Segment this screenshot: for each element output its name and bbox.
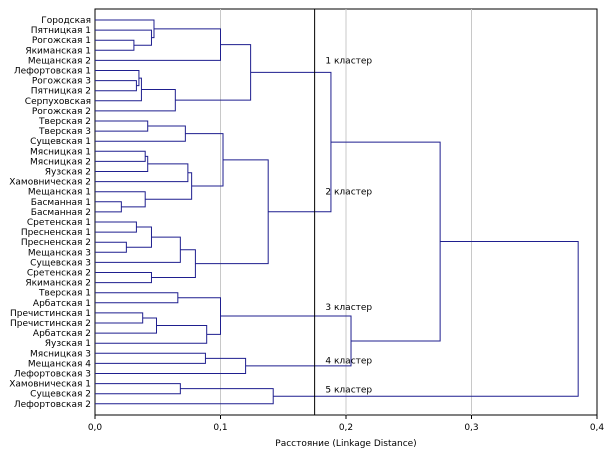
leaf-label: Арбатская 2	[33, 329, 91, 339]
leaf-label: Мещанская 3	[28, 248, 91, 258]
leaf-label: Пречистинская 2	[10, 319, 91, 329]
leaf-label: Пресненская 2	[21, 238, 91, 248]
cluster-label: 2 кластер	[325, 188, 372, 198]
leaf-label: Сущевская 1	[30, 137, 91, 147]
leaf-label: Мясницкая 2	[30, 157, 91, 167]
x-tick-label: 0,4	[590, 423, 605, 433]
leaf-label: Лефортовская 3	[14, 370, 91, 380]
leaf-label: Яузская 1	[45, 339, 91, 349]
leaf-label: Рогожская 1	[32, 36, 91, 46]
cluster-label: 5 кластер	[325, 386, 372, 396]
leaf-label: Пресненская 1	[21, 228, 91, 238]
leaf-label: Яузская 2	[45, 168, 91, 178]
leaf-label: Серпуховская	[25, 97, 91, 107]
cluster-label: 1 кластер	[325, 56, 372, 66]
x-tick-label: 0,1	[213, 423, 227, 433]
leaf-label: Сущевская 2	[30, 390, 91, 400]
leaf-label: Лефортовская 1	[14, 67, 91, 77]
leaf-label: Мясницкая 1	[30, 147, 91, 157]
leaf-label: Мясницкая 3	[30, 349, 91, 359]
leaf-label: Пятницкая 2	[31, 87, 91, 97]
dendrogram-link	[273, 241, 579, 397]
leaf-label: Хамовническая 1	[9, 380, 91, 390]
leaf-label: Лефортовская 2	[14, 400, 91, 410]
leaf-label: Рогожская 3	[32, 77, 91, 87]
leaf-label: Сретенская 2	[27, 269, 91, 279]
x-tick-label: 0,0	[88, 423, 103, 433]
x-tick-label: 0,2	[339, 423, 353, 433]
leaf-label: Тверская 1	[38, 289, 91, 299]
leaf-label: Басманная 2	[31, 208, 91, 218]
leaf-label: Мещанская 1	[28, 188, 91, 198]
leaf-label: Якиманская 2	[25, 279, 91, 289]
leaf-label: Арбатская 1	[33, 299, 91, 309]
leaf-label: Мещанская 4	[28, 359, 91, 369]
leaf-label: Пятницкая 1	[31, 26, 91, 36]
leaf-label: Тверская 3	[38, 127, 91, 137]
leaf-label: Сущевская 3	[30, 258, 91, 268]
leaf-label: Сретенская 1	[27, 218, 91, 228]
leaf-label: Мещанская 2	[28, 56, 91, 66]
cluster-label: 3 кластер	[325, 303, 372, 313]
leaf-label: Пречистинская 1	[10, 309, 91, 319]
x-axis-title: Расстояние (Linkage Distance)	[275, 439, 416, 449]
cluster-label: 4 кластер	[325, 356, 372, 366]
leaf-label: Рогожская 2	[32, 107, 91, 117]
grid-lines	[220, 9, 472, 415]
leaf-label: Якиманская 1	[25, 46, 91, 56]
leaf-label: Хамовническая 2	[9, 178, 91, 188]
dendrogram-tree	[95, 19, 579, 405]
leaf-label: Тверская 2	[38, 117, 91, 127]
leaf-label: Басманная 1	[31, 198, 91, 208]
cluster-annotations: 1 кластер 2 кластер 3 кластер 4 кластер 5 кл…	[325, 56, 372, 395]
leaf-label: Городская	[41, 16, 91, 26]
x-tick-label: 0,3	[464, 423, 478, 433]
x-axis-ticks: 0,0 0,1 0,2 0,3 0,4	[88, 415, 605, 433]
